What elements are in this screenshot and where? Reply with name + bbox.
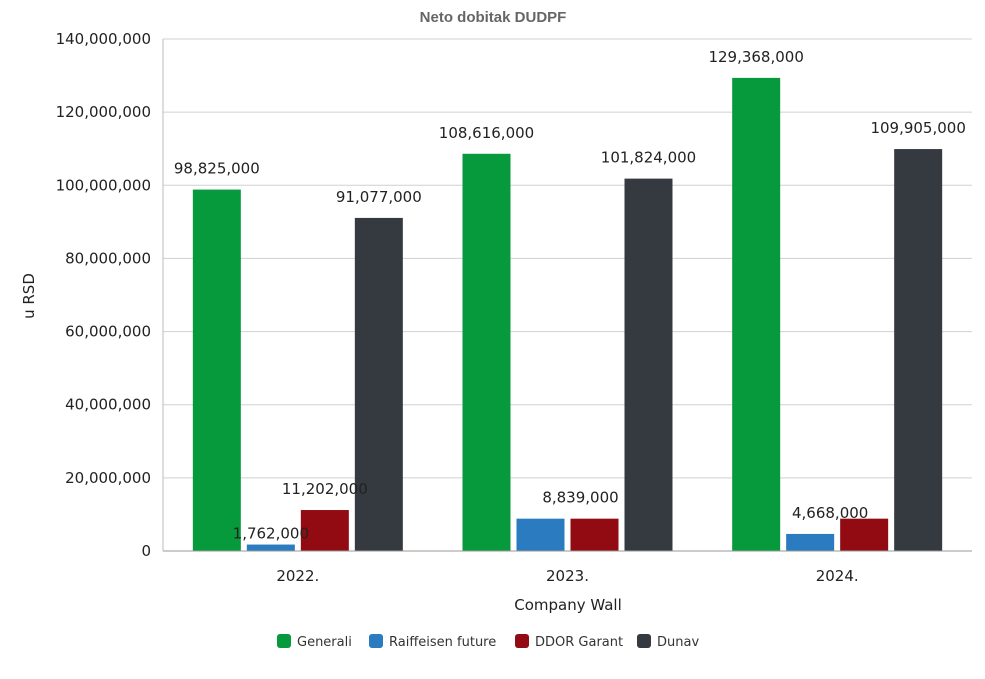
bar <box>354 217 403 551</box>
gridlines <box>163 38 972 479</box>
bar <box>246 544 295 551</box>
data-label: 108,616,000 <box>439 124 534 142</box>
bar <box>570 518 619 551</box>
x-axis-label: Company Wall <box>514 596 622 614</box>
data-label: 129,368,000 <box>708 48 803 66</box>
y-axis-ticks: 0 20,000,000 40,000,000 60,000,000 80,000,00… <box>56 30 151 560</box>
bar <box>840 518 889 551</box>
y-tick-label: 140,000,000 <box>56 30 151 48</box>
data-label: 101,824,000 <box>601 149 696 167</box>
bar <box>462 153 511 552</box>
bar <box>732 77 781 551</box>
data-label: 1,762,000 <box>233 525 309 543</box>
chart-title: Neto dobitak DUDPF <box>420 9 567 26</box>
bar <box>300 510 349 551</box>
legend: Generali Raiffeisen future DDOR Garant Duna… <box>277 634 699 650</box>
data-label: 109,905,000 <box>870 119 965 137</box>
bar <box>786 533 835 551</box>
x-tick-label: 2024. <box>816 567 859 585</box>
y-tick-label: 20,000,000 <box>65 469 151 487</box>
data-labels: 98,825,000 1,762,000 11,202,000 91,077,000 1… <box>174 48 966 543</box>
y-tick-label: 80,000,000 <box>65 249 151 267</box>
legend-label: Raiffeisen future <box>389 635 496 650</box>
legend-swatch <box>369 634 383 648</box>
bar <box>516 518 565 551</box>
legend-label: Dunav <box>657 635 699 650</box>
data-label: 11,202,000 <box>282 480 368 498</box>
data-label: 91,077,000 <box>336 188 422 206</box>
legend-label: Generali <box>297 635 352 650</box>
bar <box>624 178 673 551</box>
legend-label: DDOR Garant <box>535 635 623 650</box>
bar <box>192 189 241 551</box>
data-label: 4,668,000 <box>792 504 868 522</box>
y-axis-label: u RSD <box>20 273 38 319</box>
legend-swatch <box>277 634 291 648</box>
data-label: 98,825,000 <box>174 160 260 178</box>
x-tick-label: 2022. <box>276 567 319 585</box>
y-tick-label: 0 <box>141 542 151 560</box>
legend-swatch <box>515 634 529 648</box>
y-tick-label: 60,000,000 <box>65 323 151 341</box>
data-label: 8,839,000 <box>542 489 618 507</box>
bar <box>894 149 943 552</box>
y-tick-label: 100,000,000 <box>56 176 151 194</box>
y-tick-label: 40,000,000 <box>65 396 151 414</box>
bars <box>192 77 943 552</box>
y-tick-label: 120,000,000 <box>56 103 151 121</box>
x-tick-label: 2023. <box>546 567 589 585</box>
x-axis-ticks: 2022. 2023. 2024. <box>276 567 858 585</box>
legend-swatch <box>637 634 651 648</box>
